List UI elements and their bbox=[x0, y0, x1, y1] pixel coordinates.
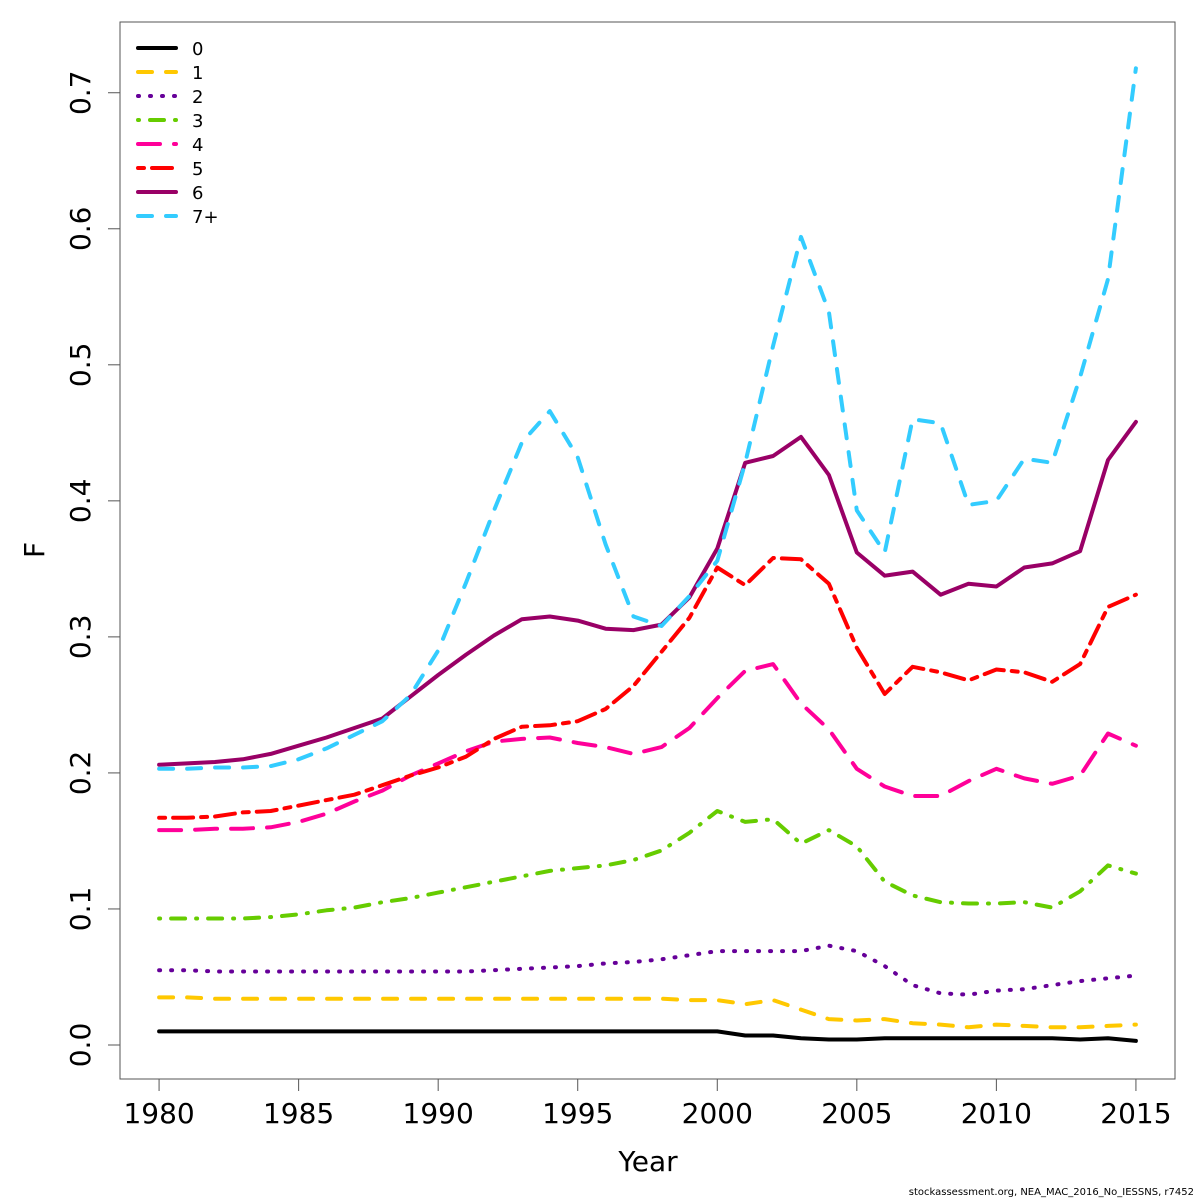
y-axis-title: F bbox=[18, 542, 51, 558]
x-tick-label: 1985 bbox=[263, 1097, 334, 1130]
legend-label: 3 bbox=[192, 111, 203, 132]
series-line-age-4 bbox=[157, 662, 1138, 833]
x-tick-label: 2005 bbox=[821, 1097, 892, 1130]
y-tick-label: 0.5 bbox=[64, 343, 97, 388]
legend-label: 2 bbox=[192, 87, 203, 108]
series-line-age-6 bbox=[157, 419, 1138, 767]
x-axis: 1980 1985 1990 1995 2000 2005 2010 2015 bbox=[123, 1079, 1172, 1130]
y-tick-label: 0.2 bbox=[64, 751, 97, 796]
plot-frame bbox=[119, 21, 1176, 1080]
footer-caption: stockassessment.org, NEA_MAC_2016_No_IES… bbox=[908, 1187, 1194, 1198]
y-axis: 0.0 0.1 0.2 0.3 0.4 0.5 0.6 0.7 bbox=[64, 70, 120, 1067]
x-tick-label: 2010 bbox=[961, 1097, 1032, 1130]
y-tick-label: 0.7 bbox=[64, 70, 97, 115]
series-line-age-3 bbox=[157, 809, 1138, 921]
legend-label: 7+ bbox=[192, 207, 219, 228]
x-tick-label: 1995 bbox=[542, 1097, 613, 1130]
legend: 0 1 2 3 4 5 6 7+ bbox=[136, 39, 219, 228]
x-tick-label: 2000 bbox=[682, 1097, 753, 1130]
series-line-age-2 bbox=[157, 943, 1138, 997]
legend-label: 1 bbox=[192, 63, 203, 84]
series-line-age-1 bbox=[157, 995, 1138, 1030]
y-tick-label: 0.1 bbox=[64, 887, 97, 932]
x-tick-label: 2015 bbox=[1100, 1097, 1171, 1130]
x-tick-label: 1990 bbox=[403, 1097, 474, 1130]
legend-label: 5 bbox=[192, 159, 203, 180]
series-line-age-0 bbox=[157, 1029, 1138, 1043]
x-tick-label: 1980 bbox=[123, 1097, 194, 1130]
y-tick-label: 0.6 bbox=[64, 207, 97, 252]
legend-label: 4 bbox=[192, 135, 203, 156]
x-axis-title: Year bbox=[617, 1145, 678, 1178]
y-tick-label: 0.4 bbox=[64, 479, 97, 524]
legend-label: 0 bbox=[192, 39, 203, 60]
series-line-age-7plus bbox=[157, 66, 1138, 771]
y-tick-label: 0.3 bbox=[64, 615, 97, 660]
series-line-age-5 bbox=[157, 556, 1138, 820]
y-tick-label: 0.0 bbox=[64, 1023, 97, 1068]
series-layer bbox=[157, 66, 1138, 1043]
legend-label: 6 bbox=[192, 183, 203, 204]
